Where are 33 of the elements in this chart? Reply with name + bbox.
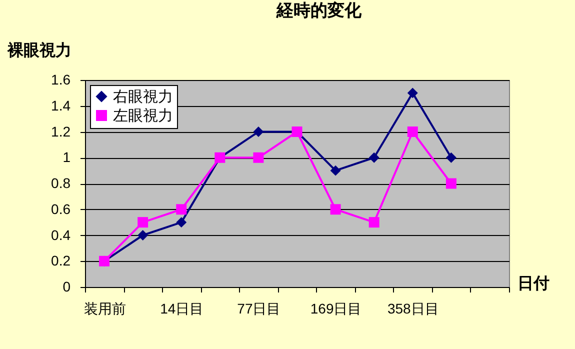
x-axis-title: 日付 [518, 274, 550, 292]
point [368, 152, 380, 163]
y-tick-label: 0.2 [51, 252, 71, 269]
point [407, 88, 418, 98]
y-tick-label: 1.2 [51, 123, 71, 140]
y-tick-label: 1.6 [51, 72, 71, 88]
y-tick-label: 0.8 [51, 175, 71, 191]
point [407, 126, 418, 137]
x-tick-label: 77日目 [237, 300, 281, 316]
point [330, 165, 341, 176]
legend-label: 右眼視力 [113, 88, 173, 106]
point [176, 217, 187, 228]
y-tick-label: 0.6 [51, 200, 71, 217]
y-tick-label: 1.4 [51, 97, 71, 114]
x-tick-label: 14日目 [160, 300, 204, 316]
legend-label: 左眼視力 [113, 108, 173, 124]
x-tick-label: 169日目 [310, 300, 362, 316]
point [253, 152, 264, 163]
point [138, 217, 148, 228]
y-tick-label: 1 [62, 149, 71, 166]
point [446, 152, 456, 163]
point [368, 217, 380, 228]
point [253, 126, 264, 137]
point [446, 178, 456, 189]
y-tick-label: 0 [62, 278, 71, 294]
point [176, 204, 187, 215]
point [330, 204, 341, 215]
point [138, 230, 148, 240]
chart-title: 経時的変化 [276, 1, 362, 20]
x-tick-label: 358日目 [387, 300, 439, 316]
y-axis-title: 裸眼視力 [6, 42, 72, 60]
x-tick-label: 装用前 [84, 300, 126, 316]
y-tick-label: 0.4 [51, 226, 71, 243]
